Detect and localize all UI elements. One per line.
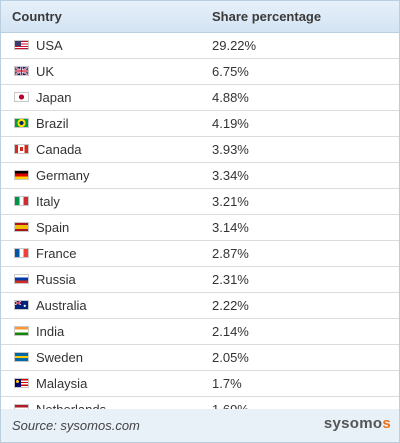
share-value: 29.22% xyxy=(212,38,257,53)
table-row: Spain 3.14% xyxy=(1,215,399,241)
table-row: Brazil 4.19% xyxy=(1,111,399,137)
table-row: Italy 3.21% xyxy=(1,189,399,215)
column-header-share: Share percentage xyxy=(212,9,322,24)
country-name: Canada xyxy=(36,142,82,157)
share-value: 3.14% xyxy=(212,220,249,235)
share-value: 2.22% xyxy=(212,298,249,313)
country-name: Australia xyxy=(36,298,87,313)
country-name: UK xyxy=(36,64,55,79)
country-name: Spain xyxy=(36,220,70,235)
table-row: Japan 4.88% xyxy=(1,85,399,111)
column-header-country: Country xyxy=(12,9,62,24)
flag-spain-icon xyxy=(14,222,29,232)
country-name: India xyxy=(36,324,65,339)
flag-sweden-icon xyxy=(14,352,29,362)
flag-malaysia-icon xyxy=(14,378,29,388)
logo-text: sysomos xyxy=(323,415,391,432)
country-name: Japan xyxy=(36,90,72,105)
share-value: 2.31% xyxy=(212,272,249,287)
flag-uk-icon xyxy=(14,66,29,76)
table-header: Country Share percentage xyxy=(1,1,399,33)
table-row: USA 29.22% xyxy=(1,33,399,59)
share-value: 3.21% xyxy=(212,194,249,209)
table-row: Sweden 2.05% xyxy=(1,345,399,371)
table-row: Australia 2.22% xyxy=(1,293,399,319)
country-name: Sweden xyxy=(36,350,83,365)
sysomos-logo: sysomos xyxy=(324,415,391,432)
flag-india-icon xyxy=(14,326,29,336)
country-name: Malaysia xyxy=(36,376,88,391)
table-row: Canada 3.93% xyxy=(1,137,399,163)
share-value: 2.87% xyxy=(212,246,249,261)
country-name: USA xyxy=(36,38,63,53)
flag-brazil-icon xyxy=(14,118,29,128)
country-name: Germany xyxy=(36,168,90,183)
source-note: Source: sysomos.com xyxy=(12,418,140,433)
flag-canada-icon xyxy=(14,144,29,154)
share-value: 3.34% xyxy=(212,168,249,183)
flag-japan-icon xyxy=(14,92,29,102)
flag-usa-icon xyxy=(14,40,29,50)
share-value: 4.88% xyxy=(212,90,249,105)
table-footer: Source: sysomos.com sysomos xyxy=(1,409,399,442)
share-value: 6.75% xyxy=(212,64,249,79)
table-row: Russia 2.31% xyxy=(1,267,399,293)
share-value: 1.7% xyxy=(212,376,242,391)
share-value: 3.93% xyxy=(212,142,249,157)
country-name: France xyxy=(36,246,77,261)
country-name: Italy xyxy=(36,194,60,209)
flag-italy-icon xyxy=(14,196,29,206)
table-row: France 2.87% xyxy=(1,241,399,267)
table-row: Germany 3.34% xyxy=(1,163,399,189)
flag-germany-icon xyxy=(14,170,29,180)
flag-france-icon xyxy=(14,248,29,258)
share-value: 4.19% xyxy=(212,116,249,131)
table-row: UK 6.75% xyxy=(1,59,399,85)
table-row: Malaysia 1.7% xyxy=(1,371,399,397)
logo-accent: s xyxy=(382,415,391,432)
country-name: Russia xyxy=(36,272,76,287)
share-value: 2.14% xyxy=(212,324,249,339)
flag-australia-icon xyxy=(14,300,29,310)
table-body: USA 29.22% UK 6.75% Japan 4.88% Brazil 4.19% Can… xyxy=(1,33,399,423)
share-value: 2.05% xyxy=(212,350,249,365)
country-name: Brazil xyxy=(36,116,69,131)
flag-russia-icon xyxy=(14,274,29,284)
table-row: India 2.14% xyxy=(1,319,399,345)
